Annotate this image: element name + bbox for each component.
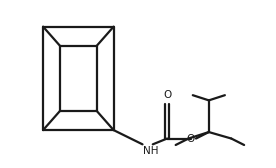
Text: O: O xyxy=(187,134,195,143)
Text: O: O xyxy=(163,90,171,100)
Text: NH: NH xyxy=(143,146,158,156)
